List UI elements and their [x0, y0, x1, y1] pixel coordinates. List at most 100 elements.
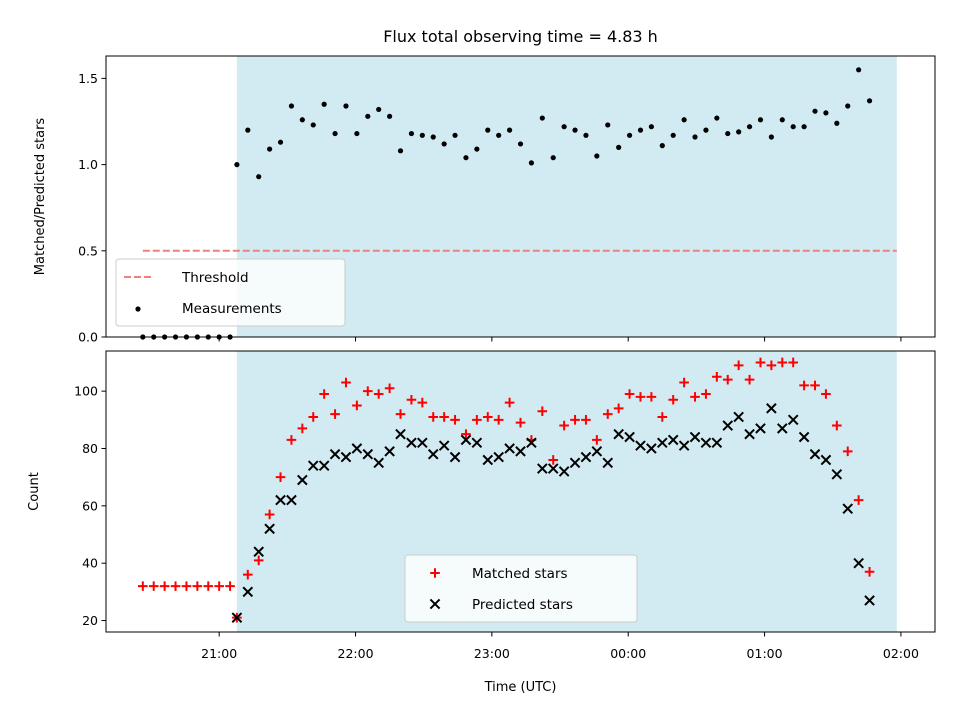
data-point [275, 494, 286, 506]
data-point [853, 557, 864, 569]
data-point [472, 415, 482, 425]
data-point [842, 446, 853, 457]
data-point [779, 117, 785, 123]
data-point [504, 443, 515, 454]
data-point [646, 443, 657, 454]
data-point [548, 455, 559, 465]
data-point [362, 448, 374, 460]
data-point [275, 472, 286, 482]
y-tick-label: 0.5 [78, 243, 98, 258]
legend-box [115, 258, 346, 327]
y-tick-label: 1.0 [78, 157, 98, 172]
data-point [864, 566, 875, 577]
axes-frame [105, 350, 936, 633]
data-point [832, 420, 842, 431]
data-point [733, 411, 744, 423]
data-point [701, 389, 711, 399]
data-point [648, 124, 654, 130]
data-point [670, 132, 676, 138]
data-point [834, 120, 840, 126]
data-point [744, 428, 755, 440]
data-point [591, 446, 603, 457]
x-tick-label: 23:00 [474, 646, 510, 661]
data-point [397, 148, 404, 154]
chart-title: Flux total observing time = 4.83 h [383, 27, 658, 46]
data-point [384, 383, 395, 394]
data-point [845, 103, 851, 109]
y-tick-label: 0.0 [78, 330, 98, 345]
data-point [550, 155, 556, 161]
data-point [667, 434, 679, 446]
data-point [332, 130, 338, 137]
data-point [231, 612, 243, 623]
data-point [419, 132, 425, 138]
data-point [801, 124, 807, 130]
data-point [528, 160, 535, 166]
data-point [471, 437, 483, 449]
data-point [253, 555, 264, 566]
data-point [853, 495, 864, 505]
data-point [482, 412, 493, 422]
data-point [690, 392, 700, 402]
data-point [722, 420, 734, 431]
data-point [809, 448, 821, 460]
data-point [286, 494, 297, 506]
data-point [214, 581, 224, 591]
data-point [340, 451, 352, 463]
data-point [692, 134, 698, 140]
data-point [485, 127, 491, 133]
data-point [406, 394, 417, 405]
data-point [373, 389, 384, 399]
data-point [725, 130, 731, 137]
data-point [561, 124, 567, 130]
data-point [712, 372, 722, 382]
data-point [659, 143, 665, 149]
data-point [864, 595, 875, 606]
data-point [592, 435, 602, 445]
observing-window-span [236, 56, 897, 337]
data-point [613, 403, 624, 414]
ratio-panel: 0.0 0.5 1.0 1.5 Matched/Predicted stars Thres… [33, 55, 936, 345]
data-point [821, 389, 831, 399]
data-point [635, 392, 646, 402]
data-point [656, 437, 668, 449]
data-point [504, 397, 515, 408]
data-point [307, 460, 319, 472]
data-point [646, 392, 657, 402]
data-point [823, 110, 829, 116]
data-point [493, 415, 504, 425]
data-point [341, 377, 351, 388]
data-point [616, 144, 622, 150]
data-point [496, 132, 502, 138]
series-dot [140, 67, 873, 340]
data-point [253, 546, 265, 558]
x-tick-label: 21:00 [201, 646, 237, 661]
data-point [776, 423, 788, 434]
data-point [450, 415, 460, 425]
data-point [318, 460, 330, 472]
legend-marker-swatch [430, 568, 440, 578]
legend-measurements-swatch [135, 306, 141, 312]
data-point [798, 431, 810, 443]
data-point [439, 412, 449, 422]
data-point [700, 437, 712, 449]
data-point [689, 431, 701, 443]
data-point [624, 389, 635, 399]
data-point [242, 586, 254, 598]
data-point [452, 132, 458, 138]
data-point [766, 403, 777, 414]
data-point [711, 437, 723, 449]
data-point [192, 581, 203, 591]
legend-box [404, 554, 638, 623]
series-plus [138, 357, 875, 623]
x-tick-label: 00:00 [610, 646, 646, 661]
data-point [354, 130, 360, 137]
data-point [427, 448, 439, 460]
data-point [286, 435, 297, 445]
data-point [441, 141, 447, 147]
data-point [537, 406, 548, 417]
y-axis-label: Matched/Predicted stars [33, 118, 48, 276]
data-point [605, 122, 611, 128]
data-point [755, 423, 766, 434]
data-point [299, 117, 305, 123]
